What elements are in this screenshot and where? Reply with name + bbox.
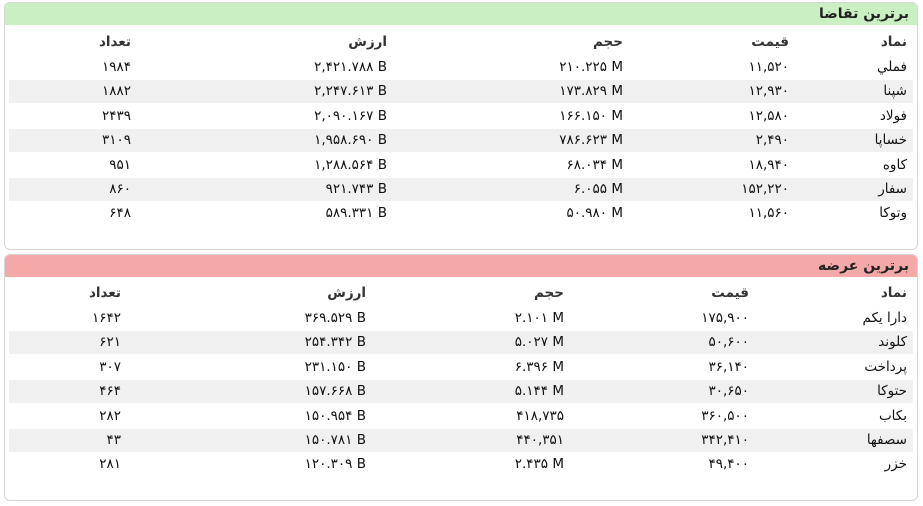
column-header: نماد xyxy=(880,285,907,301)
column-header: تعداد xyxy=(88,285,121,301)
cell-value: ۹۲۱.۷۴۳ B xyxy=(325,181,387,197)
row-stripe xyxy=(9,380,913,404)
cell-value: ۵۰,۶۰۰ xyxy=(708,334,749,351)
cell-value: ۱۲۰.۳۰۹ B xyxy=(304,456,366,473)
cell-value: ۱۷۵,۹۰۰ xyxy=(701,310,749,326)
table-panel: برترین عرضه نماد قیمت حجم ارزش تعداد دارا یکم ۱… xyxy=(4,254,918,501)
table-panel: برترین تقاضا نماد قیمت حجم ارزش تعداد فملي ۱۱,۵… xyxy=(4,2,918,250)
cell-value: ۱۲,۹۳۰ xyxy=(748,83,789,100)
cell-value: ۶۲۱ xyxy=(99,334,121,351)
cell-value: ۲,۴۲۱.۷۸۸ B xyxy=(314,59,387,75)
cell-value: ۱۸۸۲ xyxy=(101,83,131,100)
cell-value: ۸۶۰ xyxy=(109,181,131,197)
symbol: بکاب xyxy=(878,407,907,424)
cell-value: ۲,۲۴۷.۶۱۳ B xyxy=(314,83,387,100)
column-header: تعداد xyxy=(98,34,131,50)
cell-value: ۴۳ xyxy=(106,432,121,448)
cell-value: ۹۵۱ xyxy=(109,156,131,173)
cell-value: ۲۱۰.۲۲۵ M xyxy=(559,59,623,75)
cell-value: ۲۸۱ xyxy=(99,456,121,473)
row-stripe xyxy=(9,80,913,104)
column-header: حجم xyxy=(533,285,564,301)
cell-value: ۳۶,۱۴۰ xyxy=(708,358,749,375)
symbol: شپنا xyxy=(883,83,907,100)
cell-value: ۱۵۰.۷۸۱ B xyxy=(304,432,366,448)
cell-value: ۶.۳۹۶ M xyxy=(514,358,564,375)
symbol: سفار xyxy=(878,181,907,197)
cell-value: ۴۶۴ xyxy=(99,383,121,400)
symbol: حتوکا xyxy=(877,383,907,400)
cell-value: ۱۱,۵۶۰ xyxy=(748,205,789,222)
symbol: خزر xyxy=(884,456,907,473)
symbol: وتوکا xyxy=(879,205,907,222)
cell-value: ۱۵۲,۲۲۰ xyxy=(741,181,789,197)
symbol: کلوند xyxy=(878,334,907,351)
symbol: کاوه xyxy=(882,156,907,173)
cell-value: ۱۶۶.۱۵۰ M xyxy=(559,107,623,124)
cell-value: ۴۱۸,۷۳۵ xyxy=(516,407,564,424)
cell-value: ۵.۱۴۴ M xyxy=(514,383,564,400)
cell-value: ۱۸,۹۴۰ xyxy=(748,156,789,173)
symbol: فولاد xyxy=(879,107,907,124)
cell-value: ۳۱۰۹ xyxy=(101,132,131,149)
symbol: سصفها xyxy=(866,432,907,448)
column-header: نماد xyxy=(880,34,907,50)
cell-value: ۶۸.۰۳۴ M xyxy=(566,156,624,173)
cell-value: ۲۸۲ xyxy=(99,407,121,424)
column-header: ارزش xyxy=(327,285,366,301)
cell-value: ۲,۰۹۰.۱۶۷ B xyxy=(314,107,387,124)
cell-value: ۱۹۸۴ xyxy=(101,59,131,75)
cell-value: ۴۹,۴۰۰ xyxy=(708,456,749,473)
cell-value: ۳۰,۶۵۰ xyxy=(708,383,749,400)
row-stripe xyxy=(9,178,913,201)
cell-value: ۱۵۰.۹۵۴ B xyxy=(304,407,366,424)
cell-value: ۵۸۹.۳۳۱ B xyxy=(325,205,387,222)
symbol: دارا یکم xyxy=(862,310,907,326)
cell-value: ۱,۹۵۸.۶۹۰ B xyxy=(314,132,387,149)
cell-value: ۵۰.۹۸۰ M xyxy=(566,205,624,222)
row-stripe xyxy=(9,129,913,153)
cell-value: ۶.۰۵۵ M xyxy=(573,181,623,197)
cell-value: ۱۶۴۲ xyxy=(91,310,121,326)
row-stripe xyxy=(9,331,913,355)
cell-value: ۱,۲۸۸.۵۶۴ B xyxy=(314,156,387,173)
cell-value: ۷۸۶.۶۲۳ M xyxy=(559,132,623,149)
column-header: قیمت xyxy=(751,34,789,50)
row-stripe xyxy=(9,429,913,452)
cell-value: ۶۴۸ xyxy=(109,205,131,222)
panel-title: برترین عرضه xyxy=(5,255,917,277)
cell-value: ۴۴۰,۳۵۱ xyxy=(516,432,564,448)
cell-value: ۱۲,۵۸۰ xyxy=(748,107,789,124)
column-header: حجم xyxy=(592,34,623,50)
cell-value: ۵.۰۲۷ M xyxy=(514,334,564,351)
cell-value: ۳۶۹.۵۲۹ B xyxy=(304,310,366,326)
cell-value: ۱۱,۵۲۰ xyxy=(748,59,789,75)
cell-value: ۲,۴۹۰ xyxy=(755,132,789,149)
cell-value: ۱۷۳.۸۲۹ M xyxy=(559,83,623,100)
cell-value: ۲۳۱.۱۵۰ B xyxy=(304,358,366,375)
cell-value: ۲.۴۳۵ M xyxy=(514,456,564,473)
column-header: قیمت xyxy=(711,285,749,301)
cell-value: ۳۰۷ xyxy=(99,358,121,375)
cell-value: ۲۴۳۹ xyxy=(101,107,131,124)
symbol: خساپا xyxy=(874,132,907,149)
cell-value: ۳۴۲,۴۱۰ xyxy=(701,432,749,448)
column-header: ارزش xyxy=(348,34,387,50)
symbol: پرداخت xyxy=(864,358,907,375)
cell-value: ۲۵۴.۳۴۲ B xyxy=(304,334,366,351)
panel-title: برترین تقاضا xyxy=(5,3,917,25)
cell-value: ۳۶۰,۵۰۰ xyxy=(701,407,749,424)
symbol: فملي xyxy=(877,59,907,75)
cell-value: ۱۵۷.۶۶۸ B xyxy=(304,383,366,400)
cell-value: ۲.۱۰۱ M xyxy=(514,310,564,326)
